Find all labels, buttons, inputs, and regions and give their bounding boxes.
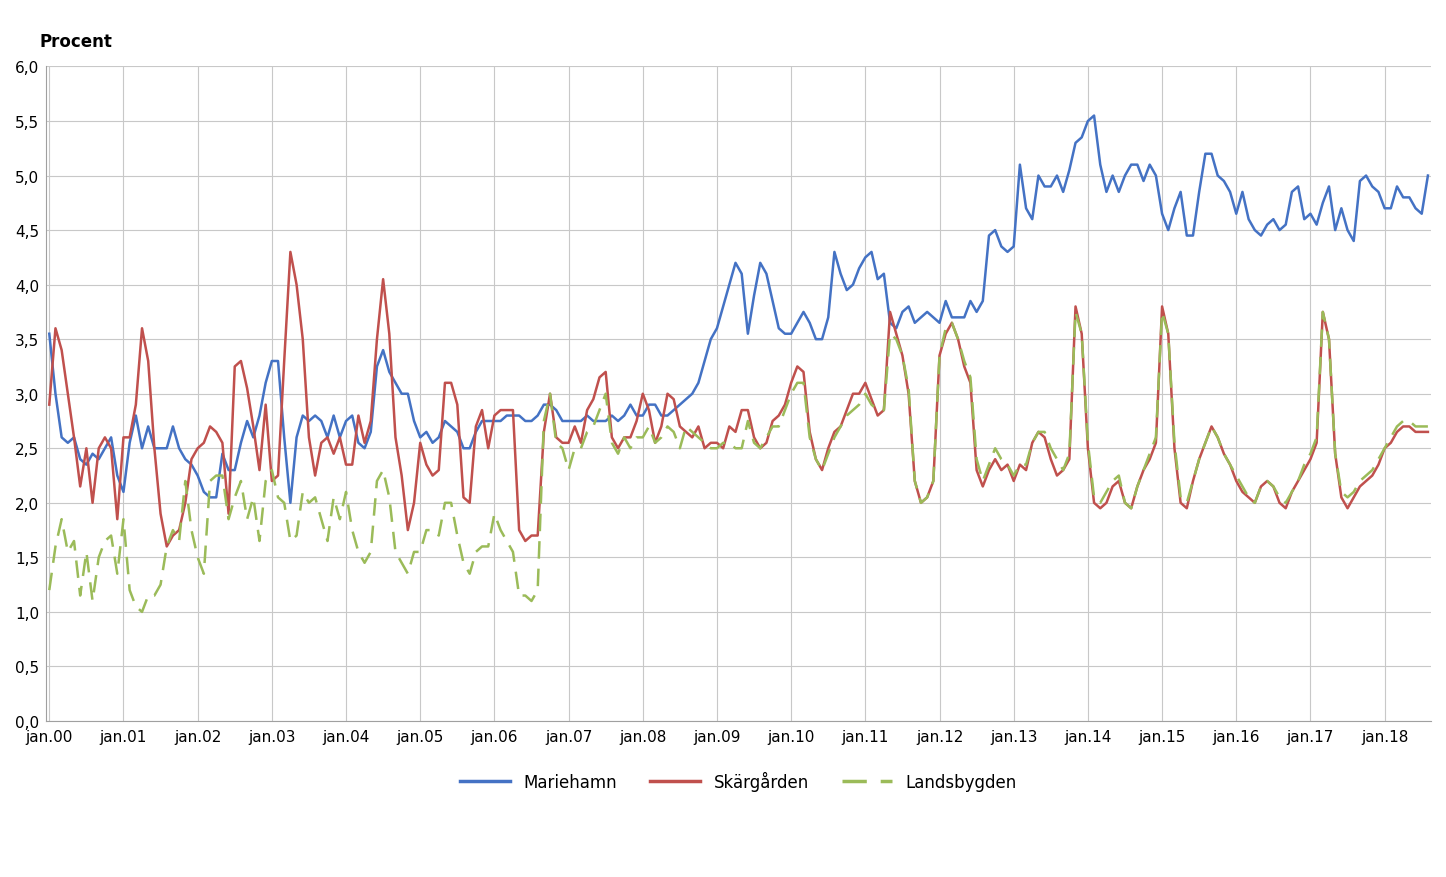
Legend: Mariehamn, Skärgården, Landsbygden: Mariehamn, Skärgården, Landsbygden [454, 765, 1024, 798]
Text: Procent: Procent [39, 33, 113, 51]
